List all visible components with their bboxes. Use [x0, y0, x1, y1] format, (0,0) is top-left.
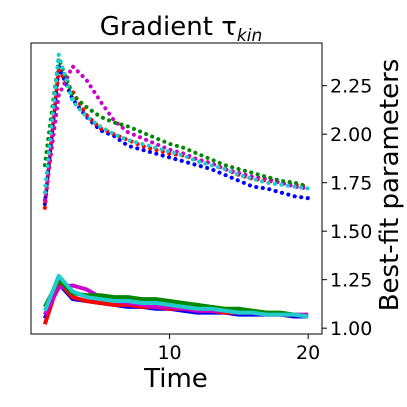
series-line-2: [42, 68, 311, 210]
chart-title-main: Gradient τ: [100, 12, 237, 42]
y-tick-label: 1.75: [330, 173, 372, 195]
series-layer: [42, 52, 311, 325]
y-axis-ticks: 1.00 1.25 1.50 1.75 2.00 2.25: [322, 76, 372, 340]
series-line-10: [43, 273, 309, 319]
series-line-4: [42, 56, 311, 189]
series-line-3: [42, 64, 311, 203]
x-tick-label: 20: [296, 342, 320, 364]
x-axis-ticks: 10 20: [157, 334, 320, 364]
plot-frame: [30, 42, 323, 335]
y-tick-label: 1.25: [330, 270, 372, 292]
y-tick-label: 2.00: [330, 124, 372, 146]
chart-title-subscript: kin: [237, 26, 262, 46]
chart-title: Gradient τkin: [100, 12, 262, 46]
x-axis-label: Time: [143, 364, 208, 394]
series-line-5: [42, 52, 311, 195]
y-tick-label: 1.50: [330, 221, 372, 243]
x-tick-label: 10: [157, 342, 181, 364]
y-axis-label: Best-fit parameters: [375, 59, 405, 312]
y-tick-label: 2.25: [330, 76, 372, 98]
y-tick-label: 1.00: [330, 318, 372, 340]
